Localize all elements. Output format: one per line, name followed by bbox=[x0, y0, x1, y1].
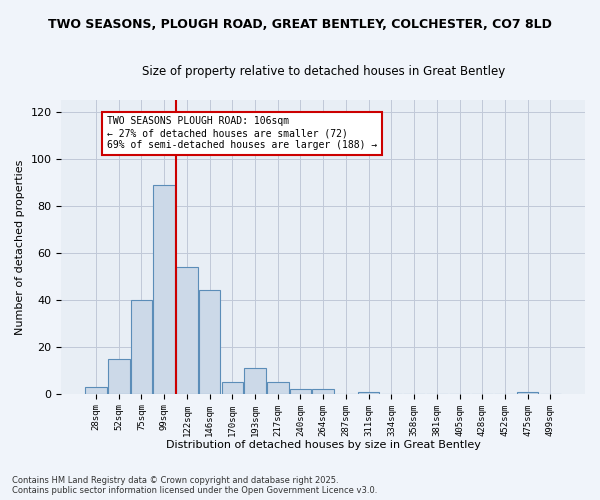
Y-axis label: Number of detached properties: Number of detached properties bbox=[15, 159, 25, 334]
Bar bbox=[221, 382, 243, 394]
Bar bbox=[517, 392, 538, 394]
Bar bbox=[313, 389, 334, 394]
Title: Size of property relative to detached houses in Great Bentley: Size of property relative to detached ho… bbox=[142, 65, 505, 78]
Text: TWO SEASONS, PLOUGH ROAD, GREAT BENTLEY, COLCHESTER, CO7 8LD: TWO SEASONS, PLOUGH ROAD, GREAT BENTLEY,… bbox=[48, 18, 552, 30]
Bar bbox=[176, 267, 197, 394]
Bar bbox=[358, 392, 379, 394]
Text: Contains HM Land Registry data © Crown copyright and database right 2025.
Contai: Contains HM Land Registry data © Crown c… bbox=[12, 476, 377, 495]
Bar bbox=[85, 387, 107, 394]
Bar bbox=[154, 184, 175, 394]
Text: TWO SEASONS PLOUGH ROAD: 106sqm
← 27% of detached houses are smaller (72)
69% of: TWO SEASONS PLOUGH ROAD: 106sqm ← 27% of… bbox=[107, 116, 377, 150]
Bar bbox=[131, 300, 152, 394]
Bar bbox=[108, 358, 130, 394]
Bar bbox=[244, 368, 266, 394]
Bar bbox=[290, 389, 311, 394]
X-axis label: Distribution of detached houses by size in Great Bentley: Distribution of detached houses by size … bbox=[166, 440, 481, 450]
Bar bbox=[199, 290, 220, 394]
Bar bbox=[267, 382, 289, 394]
